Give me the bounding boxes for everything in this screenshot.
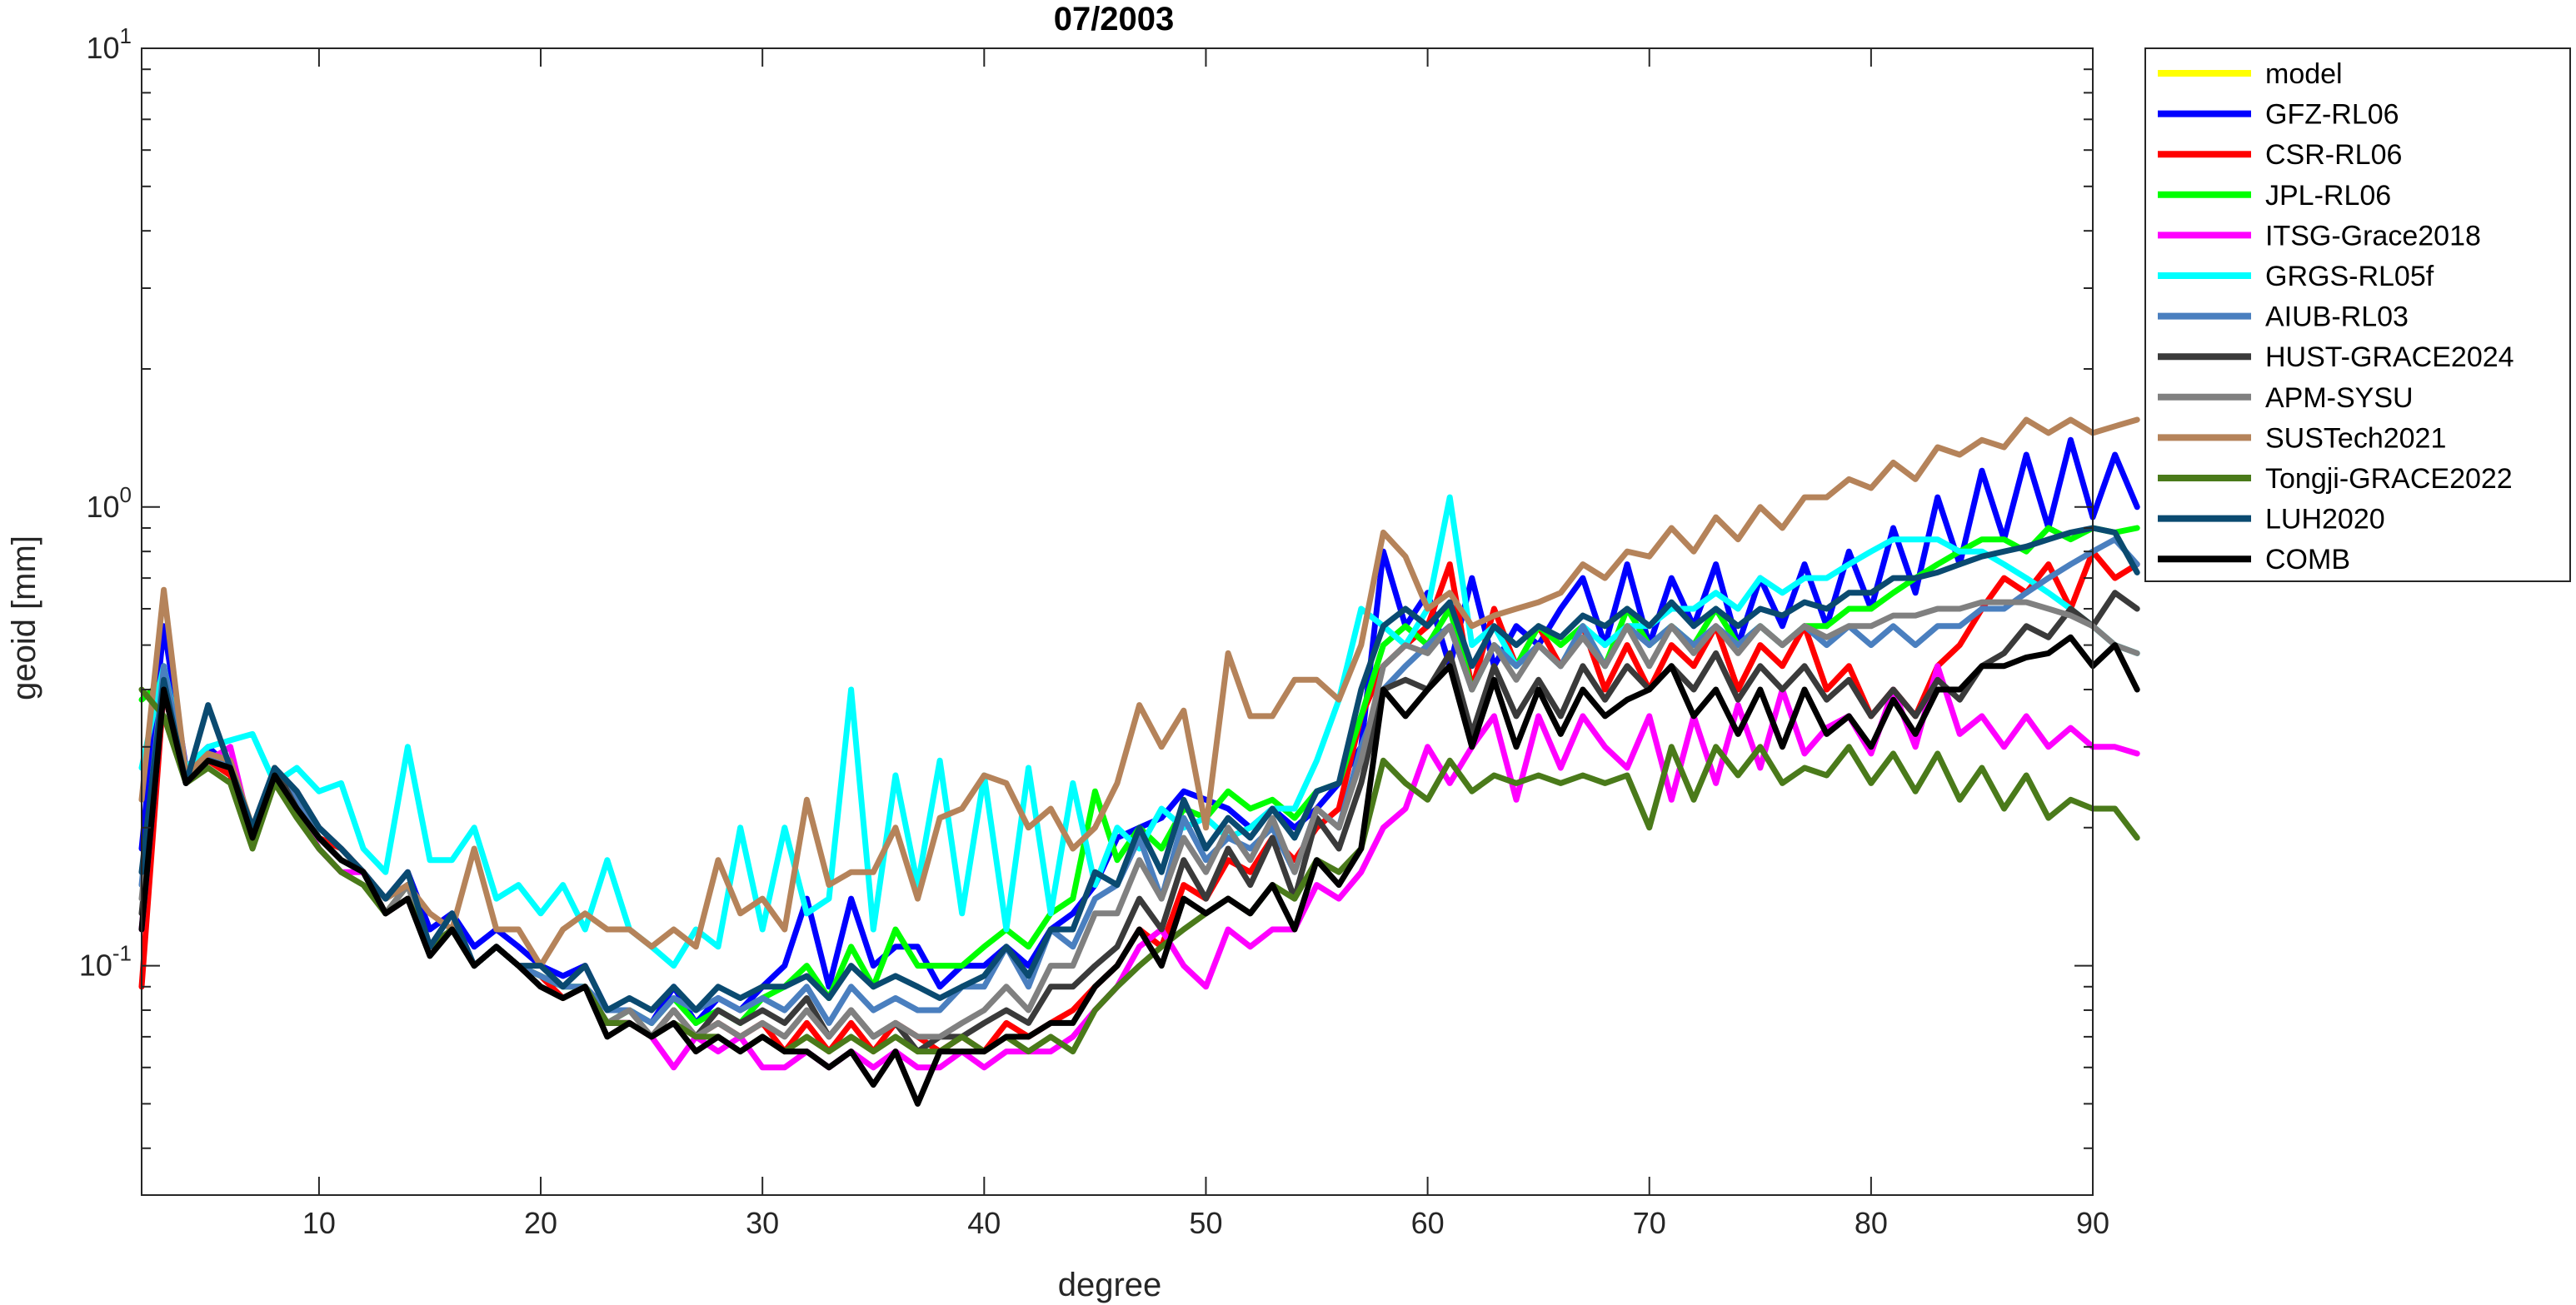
y-tick-label: 100 xyxy=(86,482,132,524)
chart-title: 07/2003 xyxy=(1054,1,1175,37)
legend: model GFZ-RL06 CSR-RL06 JPL-RL06 ITSG-Grace2… xyxy=(2144,47,2571,582)
legend-label: Tongji-GRACE2022 xyxy=(2265,463,2513,495)
legend-label: ITSG-Grace2018 xyxy=(2265,220,2481,252)
y-axis-label: geoid [mm] xyxy=(6,535,42,700)
plot-frame xyxy=(141,47,2094,1196)
legend-label: GRGS-RL05f xyxy=(2265,261,2434,292)
x-tick-label: 60 xyxy=(1411,1206,1445,1240)
x-tick-label: 70 xyxy=(1633,1206,1666,1240)
series-line-sustech2021 xyxy=(138,416,2140,969)
legend-label: JPL-RL06 xyxy=(2265,180,2391,212)
legend-label: HUST-GRACE2024 xyxy=(2265,341,2514,373)
legend-label: model xyxy=(2265,58,2343,90)
x-axis-label: degree xyxy=(1058,1267,1162,1303)
legend-label: CSR-RL06 xyxy=(2265,139,2402,171)
x-tick-label: 10 xyxy=(302,1206,336,1240)
legend-label: APM-SYSU xyxy=(2265,382,2414,414)
x-tick-label: 80 xyxy=(1855,1206,1888,1240)
legend-label: COMB xyxy=(2265,544,2350,575)
legend-label: GFZ-RL06 xyxy=(2265,99,2399,131)
legend-label: LUH2020 xyxy=(2265,504,2385,535)
x-tick-label: 20 xyxy=(524,1206,557,1240)
y-tick-label: 101 xyxy=(86,23,132,65)
legend-label: SUSTech2021 xyxy=(2265,422,2446,454)
x-tick-label: 40 xyxy=(967,1206,1001,1240)
x-tick-label: 30 xyxy=(746,1206,779,1240)
y-tick-label: 10-1 xyxy=(79,941,132,983)
series-line-comb xyxy=(138,634,2140,1107)
axis-layer: 10 20 30 40 50 60 70 80 90 10-1 100 101 xyxy=(79,23,2109,1240)
x-tick-label: 50 xyxy=(1189,1206,1222,1240)
legend-label: AIUB-RL03 xyxy=(2265,301,2409,333)
x-tick-label: 90 xyxy=(2076,1206,2109,1240)
series-line-grgs-rl05f xyxy=(138,494,2140,969)
series-layer xyxy=(138,416,2140,1107)
